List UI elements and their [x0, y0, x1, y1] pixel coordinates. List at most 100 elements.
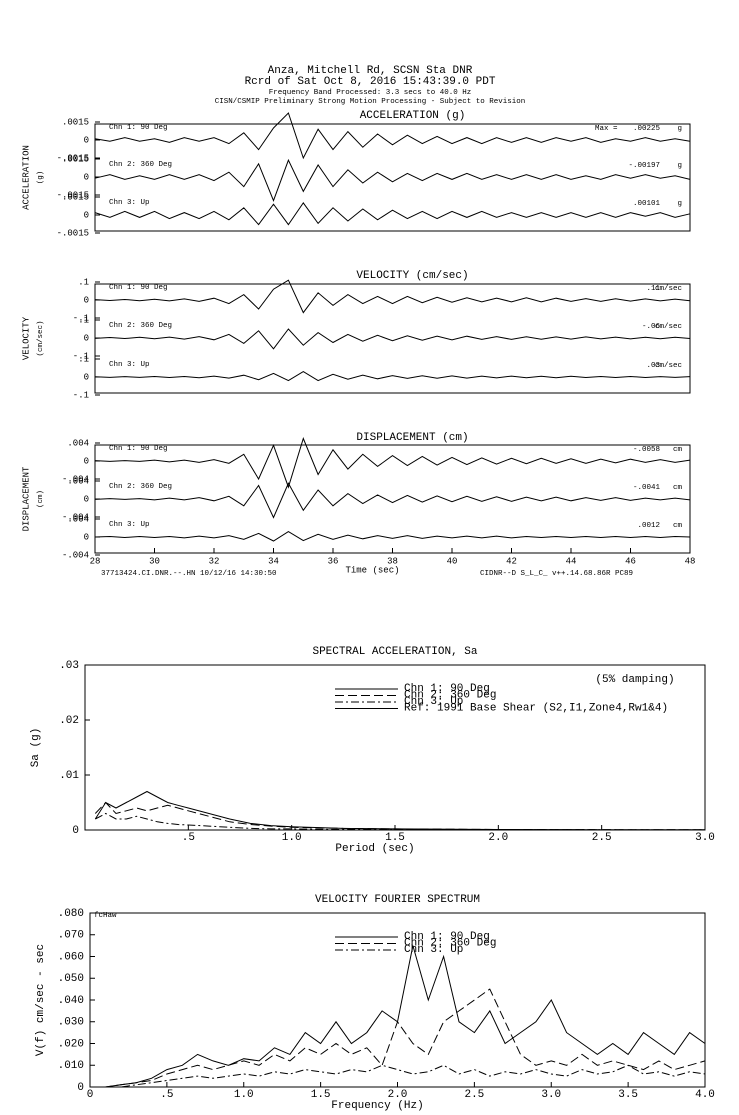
peak-unit: cm/sec	[655, 285, 682, 293]
y-tick-label: .004	[67, 514, 89, 524]
y-tick-label: 0	[84, 456, 89, 466]
channel-name: Chn 3: Up	[109, 199, 150, 207]
legend-label: Chn 3: Up	[404, 696, 463, 708]
y-tick-label: -.004	[62, 512, 89, 522]
peak-unit: cm	[673, 484, 683, 492]
peak-unit: cm	[673, 446, 683, 454]
peak-value: .11	[646, 285, 660, 293]
trace	[94, 202, 691, 226]
channel-name: Chn 2: 360 Deg	[109, 483, 172, 491]
trace	[94, 279, 691, 314]
y-tick-label: 0	[84, 532, 89, 542]
x-tick-label: 28	[90, 556, 101, 566]
x-axis-label: Period (sec)	[335, 843, 414, 855]
series-line	[90, 1064, 706, 1088]
x-tick-label: .5	[182, 832, 195, 844]
y-tick-label: .1	[78, 315, 89, 325]
trace	[94, 158, 691, 202]
y-tick-label: .060	[58, 951, 84, 963]
x-tick-label: 40	[447, 556, 458, 566]
y-axis-unit: (cm/sec)	[37, 320, 45, 356]
y-axis-label: V(f) cm/sec - sec	[35, 944, 47, 1056]
y-axis-label: DISPLACEMENT	[21, 466, 31, 531]
y-tick-label: .02	[59, 715, 79, 727]
y-tick-label: -.1	[73, 390, 89, 400]
y-tick-label: 0	[84, 295, 89, 305]
legend-label: Chn 1: 90 Deg	[404, 931, 490, 943]
series-line	[90, 945, 706, 1088]
y-tick-label: .040	[58, 995, 84, 1007]
peak-unit: cm/sec	[655, 323, 682, 331]
x-tick-label: 32	[209, 556, 220, 566]
legend-label: Ref: 1991 Base Shear (S2,I1,Zone4,Rw1&4)	[404, 702, 668, 714]
x-tick-label: 46	[625, 556, 636, 566]
x-tick-label: 1.0	[282, 832, 302, 844]
annotation: fcHaw	[94, 912, 117, 920]
peak-unit: g	[677, 125, 682, 133]
series-line	[90, 988, 706, 1088]
legend-label: Chn 2: 360 Deg	[404, 937, 496, 949]
y-tick-label: .1	[78, 354, 89, 364]
channel-name: Chn 2: 360 Deg	[109, 161, 172, 169]
trace	[94, 371, 691, 382]
y-tick-label: 0	[84, 372, 89, 382]
channel-name: Chn 3: Up	[109, 361, 150, 369]
y-tick-label: .050	[58, 973, 84, 985]
trace	[94, 482, 691, 519]
x-tick-label: 3.0	[541, 1089, 561, 1101]
chart-title: VELOCITY FOURIER SPECTRUM	[315, 894, 480, 906]
peak-value: .00225	[633, 125, 661, 133]
y-tick-label: 0	[84, 494, 89, 504]
peak-prefix: Max =	[595, 125, 618, 133]
series-line	[94, 801, 706, 831]
y-tick-label: .004	[67, 438, 89, 448]
series-line	[94, 790, 706, 831]
channel-name: Chn 1: 90 Deg	[109, 284, 168, 292]
x-tick-label: 2.5	[464, 1089, 484, 1101]
x-tick-label: 1.0	[234, 1089, 254, 1101]
x-tick-label: 0	[87, 1089, 94, 1101]
y-tick-label: 0	[77, 1082, 84, 1094]
y-axis-label: VELOCITY	[21, 316, 31, 360]
x-tick-label: 30	[149, 556, 160, 566]
peak-unit: g	[677, 162, 682, 170]
y-axis-unit: (g)	[37, 171, 45, 185]
panel-title: DISPLACEMENT (cm)	[356, 432, 468, 444]
x-tick-label: 2.0	[488, 832, 508, 844]
footer-right: CIDNR--D S_L_C_ v++.14.68.86R PC89	[480, 570, 633, 578]
y-tick-label: -.0015	[57, 228, 89, 238]
channel-name: Chn 1: 90 Deg	[109, 124, 168, 132]
x-tick-label: .5	[160, 1089, 173, 1101]
y-tick-label: .030	[58, 1017, 84, 1029]
series-line	[95, 812, 706, 831]
x-tick-label: 34	[268, 556, 279, 566]
y-tick-label: 0	[72, 825, 79, 837]
header-line: CISN/CSMIP Preliminary Strong Motion Pro…	[215, 98, 526, 106]
channel-name: Chn 3: Up	[109, 521, 150, 529]
x-tick-label: 1.5	[311, 1089, 331, 1101]
y-tick-label: -.0015	[57, 153, 89, 163]
y-tick-label: 0	[84, 210, 89, 220]
peak-value: -.00197	[628, 162, 660, 170]
panel-title: VELOCITY (cm/sec)	[356, 270, 468, 282]
y-tick-label: -.004	[62, 550, 89, 560]
plot-frame	[94, 123, 691, 232]
y-tick-label: .010	[58, 1060, 84, 1072]
x-tick-label: 2.5	[592, 832, 612, 844]
y-tick-label: .01	[59, 770, 79, 782]
header-line: Anza, Mitchell Rd, SCSN Sta DNR	[268, 65, 473, 77]
y-tick-label: .004	[67, 476, 89, 486]
trace	[94, 531, 691, 542]
header-line: Frequency Band Processed: 3.3 secs to 40…	[269, 89, 472, 97]
legend-label: Chn 1: 90 Deg	[404, 683, 490, 695]
legend-label: Chn 2: 360 Deg	[404, 689, 496, 701]
y-axis-label: ACCELERATION	[21, 145, 31, 210]
y-tick-label: .020	[58, 1038, 84, 1050]
x-tick-label: 3.5	[618, 1089, 638, 1101]
x-axis-label: Time (sec)	[345, 565, 399, 575]
plot-frame	[94, 444, 691, 554]
x-tick-label: 2.0	[388, 1089, 408, 1101]
y-tick-label: -.0015	[57, 190, 89, 200]
